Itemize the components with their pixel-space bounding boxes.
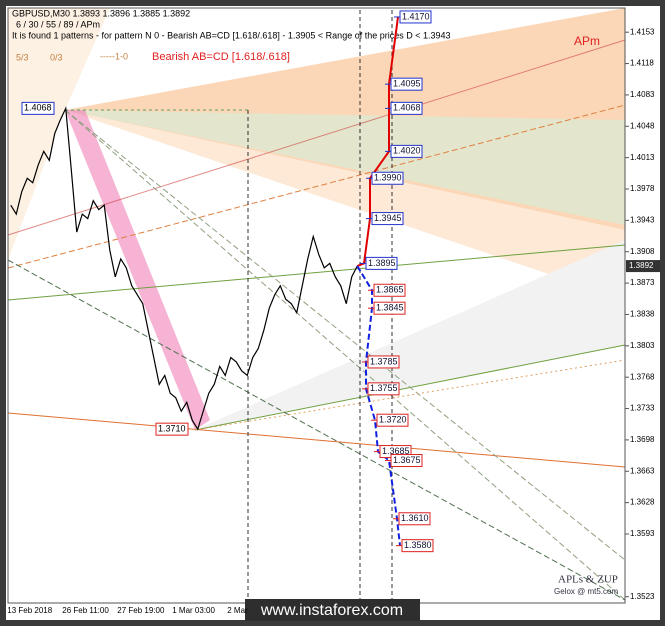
x-tick-label: 1 Mar 03:00 <box>172 606 215 615</box>
annotation: 5/3 <box>16 52 29 62</box>
y-tick-label: 1.3943 <box>630 215 655 224</box>
header-line: GBPUSD,M30 1.3893 1.3896 1.3885 1.3892 <box>12 8 190 18</box>
pivot-label: 1.3710 <box>158 424 186 434</box>
y-tick-label: 1.3593 <box>630 529 655 538</box>
credit: APLs & ZUP <box>558 574 618 586</box>
level-box <box>390 77 423 91</box>
level-label: 1.3945 <box>374 213 402 223</box>
pivot-label: 1.4068 <box>24 103 52 113</box>
level-box <box>367 382 400 396</box>
trend-line <box>7 259 626 601</box>
y-tick-label: 1.3908 <box>630 247 655 256</box>
pattern-title: Bearish AB=CD [1.618/.618] <box>152 51 290 63</box>
level-label: 1.3685 <box>382 446 410 456</box>
trend-line <box>7 39 626 236</box>
level-label: 1.3785 <box>370 356 398 366</box>
y-tick-label: 1.3873 <box>630 278 655 287</box>
trend-line <box>64 109 626 561</box>
trend-line <box>7 412 626 468</box>
last-price-label: 1.3892 <box>629 261 654 270</box>
level-label: 1.3675 <box>393 455 421 465</box>
fan <box>65 110 625 300</box>
pattern-band <box>65 110 210 430</box>
indicator-label: APm <box>574 34 600 48</box>
fan <box>195 240 625 430</box>
level-label: 1.3865 <box>376 285 404 295</box>
level-box <box>365 256 398 270</box>
level-label: 1.4020 <box>393 146 421 156</box>
level-label: 1.3755 <box>370 383 398 393</box>
trend-line <box>7 244 626 301</box>
y-tick-label: 1.3698 <box>630 435 655 444</box>
y-tick-label: 1.4153 <box>630 27 655 36</box>
level-label: 1.3720 <box>379 415 407 425</box>
level-label: 1.3895 <box>368 258 396 268</box>
y-tick-label: 1.3838 <box>630 310 655 319</box>
y-tick-label: 1.4118 <box>630 59 654 68</box>
trend-line <box>7 104 626 269</box>
level-label: 1.3580 <box>404 540 432 550</box>
background-fans <box>7 8 626 603</box>
level-box <box>376 413 409 427</box>
level-label: 1.4095 <box>393 79 421 89</box>
x-tick-label: 2 Mar <box>227 606 248 615</box>
y-tick-label: 1.4048 <box>630 121 655 130</box>
price-line <box>10 106 358 431</box>
annotation: -----1-0 <box>100 51 128 61</box>
y-tick-label: 1.3523 <box>630 592 655 601</box>
header-line: It is found 1 patterns - for pattern N 0… <box>12 30 451 40</box>
watermark: www.instaforex.com <box>260 602 403 619</box>
level-box <box>390 454 423 468</box>
y-tick-label: 1.3733 <box>630 404 655 413</box>
y-tick-label: 1.4013 <box>630 153 655 162</box>
level-box <box>373 301 406 315</box>
last-price-box <box>626 260 660 273</box>
level-label: 1.3845 <box>376 303 404 313</box>
x-tick-label: 13 Feb 2018 <box>7 606 52 615</box>
level-box <box>398 512 431 526</box>
y-tick-label: 1.3628 <box>630 498 655 507</box>
level-box <box>390 144 423 158</box>
projection-up <box>356 16 399 268</box>
watermark-box <box>245 599 420 621</box>
level-box <box>371 171 404 185</box>
fan <box>8 8 110 260</box>
x-tick-label: 27 Feb 19:00 <box>117 606 165 615</box>
level-box <box>367 355 400 369</box>
band <box>65 110 625 225</box>
level-box <box>371 212 404 226</box>
y-tick-label: 1.4083 <box>630 90 655 99</box>
level-label: 1.3610 <box>401 513 429 523</box>
y-tick-label: 1.3978 <box>630 184 655 193</box>
annotation: 0/3 <box>50 52 63 62</box>
pivot-box <box>155 422 189 436</box>
level-box <box>390 101 423 115</box>
y-tick-label: 1.3663 <box>630 466 655 475</box>
y-tick-label: 1.3803 <box>630 341 655 350</box>
level-box <box>373 283 406 297</box>
level-box <box>399 10 432 24</box>
projection-down <box>356 265 401 546</box>
level-label: 1.4068 <box>393 103 421 113</box>
x-tick-label: 26 Feb 11:00 <box>62 606 109 615</box>
trend-line <box>64 109 626 601</box>
level-label: 1.4170 <box>402 11 430 21</box>
level-label: 1.3990 <box>374 173 402 183</box>
pivot-box <box>21 101 55 115</box>
credit: Gelox @ mt5.com <box>554 587 618 596</box>
y-tick-label: 1.3768 <box>630 372 655 381</box>
header-line: 6 / 30 / 55 / 89 / APm <box>16 19 100 29</box>
level-box <box>401 539 434 553</box>
